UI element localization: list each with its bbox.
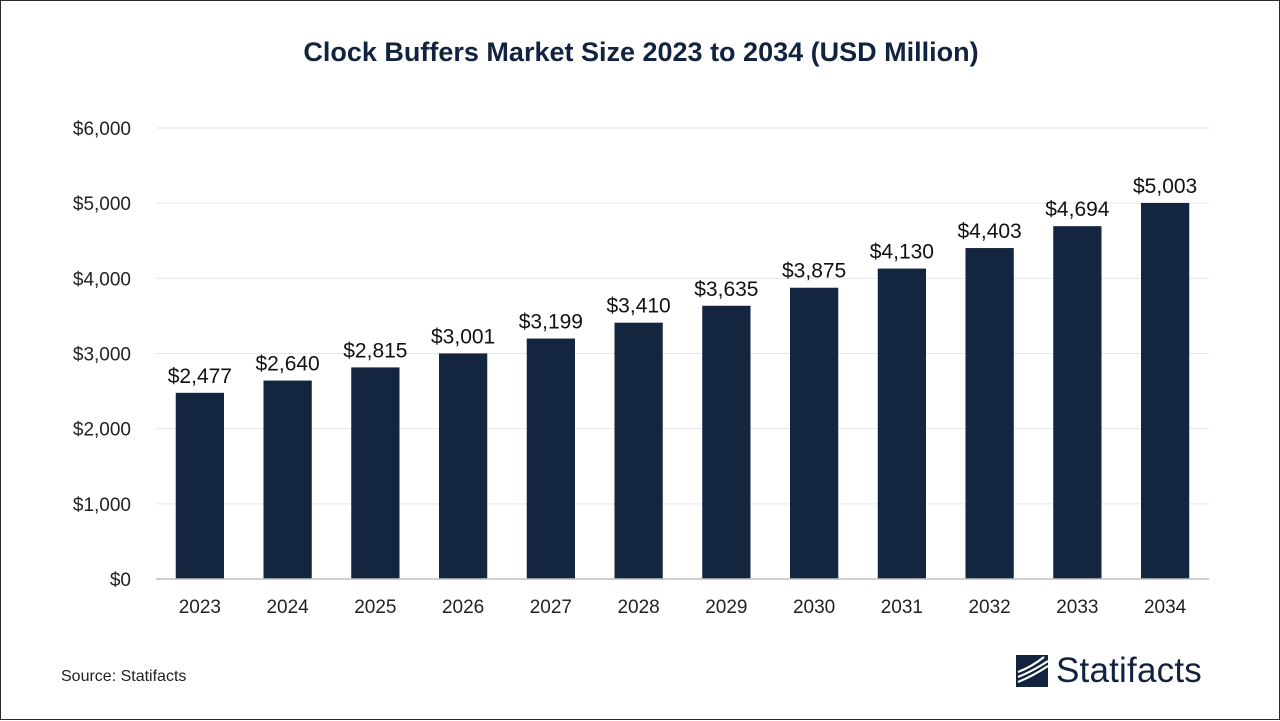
x-tick-label: 2033 — [1056, 597, 1098, 618]
x-tick-label: 2025 — [354, 597, 396, 618]
bar — [965, 248, 1014, 579]
x-tick-label: 2029 — [705, 597, 747, 618]
data-label: $3,001 — [431, 325, 495, 348]
bar — [1053, 226, 1102, 579]
bar — [1140, 202, 1190, 579]
data-label: $2,815 — [343, 339, 407, 362]
data-label: $2,640 — [256, 353, 320, 376]
data-label: $4,694 — [1045, 198, 1110, 221]
data-label: $4,403 — [958, 220, 1022, 243]
data-label: $3,875 — [782, 260, 846, 283]
data-label: $3,410 — [607, 295, 671, 318]
y-tick-label: $6,000 — [73, 119, 131, 140]
x-tick-label: 2028 — [617, 597, 659, 618]
data-label: $3,635 — [694, 278, 758, 301]
x-tick-label: 2034 — [1144, 597, 1187, 618]
data-label: $2,477 — [168, 365, 232, 388]
bar — [614, 322, 663, 579]
source-note: Source: Statifacts — [61, 668, 187, 685]
bar — [526, 338, 576, 579]
x-tick-label: 2024 — [266, 597, 309, 618]
data-label: $3,199 — [519, 311, 583, 334]
gridlines — [156, 127, 1209, 505]
bar — [351, 367, 400, 579]
bar — [438, 353, 488, 579]
x-tick-label: 2023 — [179, 597, 221, 618]
data-label: $5,003 — [1133, 175, 1197, 198]
brand-name: Statifacts — [1056, 651, 1202, 690]
bar — [263, 380, 312, 579]
y-tick-label: $4,000 — [73, 269, 131, 290]
bars: $2,477 $2,640 $2,815 $3,001 $3,199 $3,410 $3,6… — [168, 175, 1197, 579]
x-tick-label: 2030 — [793, 597, 835, 618]
x-tick-label: 2026 — [442, 597, 484, 618]
y-tick-label: $1,000 — [73, 495, 131, 516]
x-tick-label: 2032 — [968, 597, 1010, 618]
x-axis: 2023 2024 2025 2026 2027 2028 2029 2030 2031 2032… — [179, 597, 1187, 618]
y-tick-label: $0 — [110, 570, 131, 591]
y-tick-label: $3,000 — [73, 345, 131, 366]
y-axis: $0 $1,000 $2,000 $3,000 $4,000 $5,000 $6,000 — [73, 119, 131, 591]
y-tick-label: $5,000 — [73, 194, 131, 215]
bar — [789, 287, 839, 579]
x-tick-label: 2031 — [881, 597, 923, 618]
brand-logo: Statifacts — [1014, 649, 1202, 693]
bar — [175, 392, 225, 579]
y-tick-label: $2,000 — [73, 420, 131, 441]
bar — [877, 268, 927, 579]
x-tick-label: 2027 — [530, 597, 572, 618]
statifacts-logo-icon — [1016, 655, 1049, 687]
chart-title: Clock Buffers Market Size 2023 to 2034 (… — [303, 37, 979, 67]
data-label: $4,130 — [870, 241, 934, 264]
bar — [702, 305, 751, 579]
